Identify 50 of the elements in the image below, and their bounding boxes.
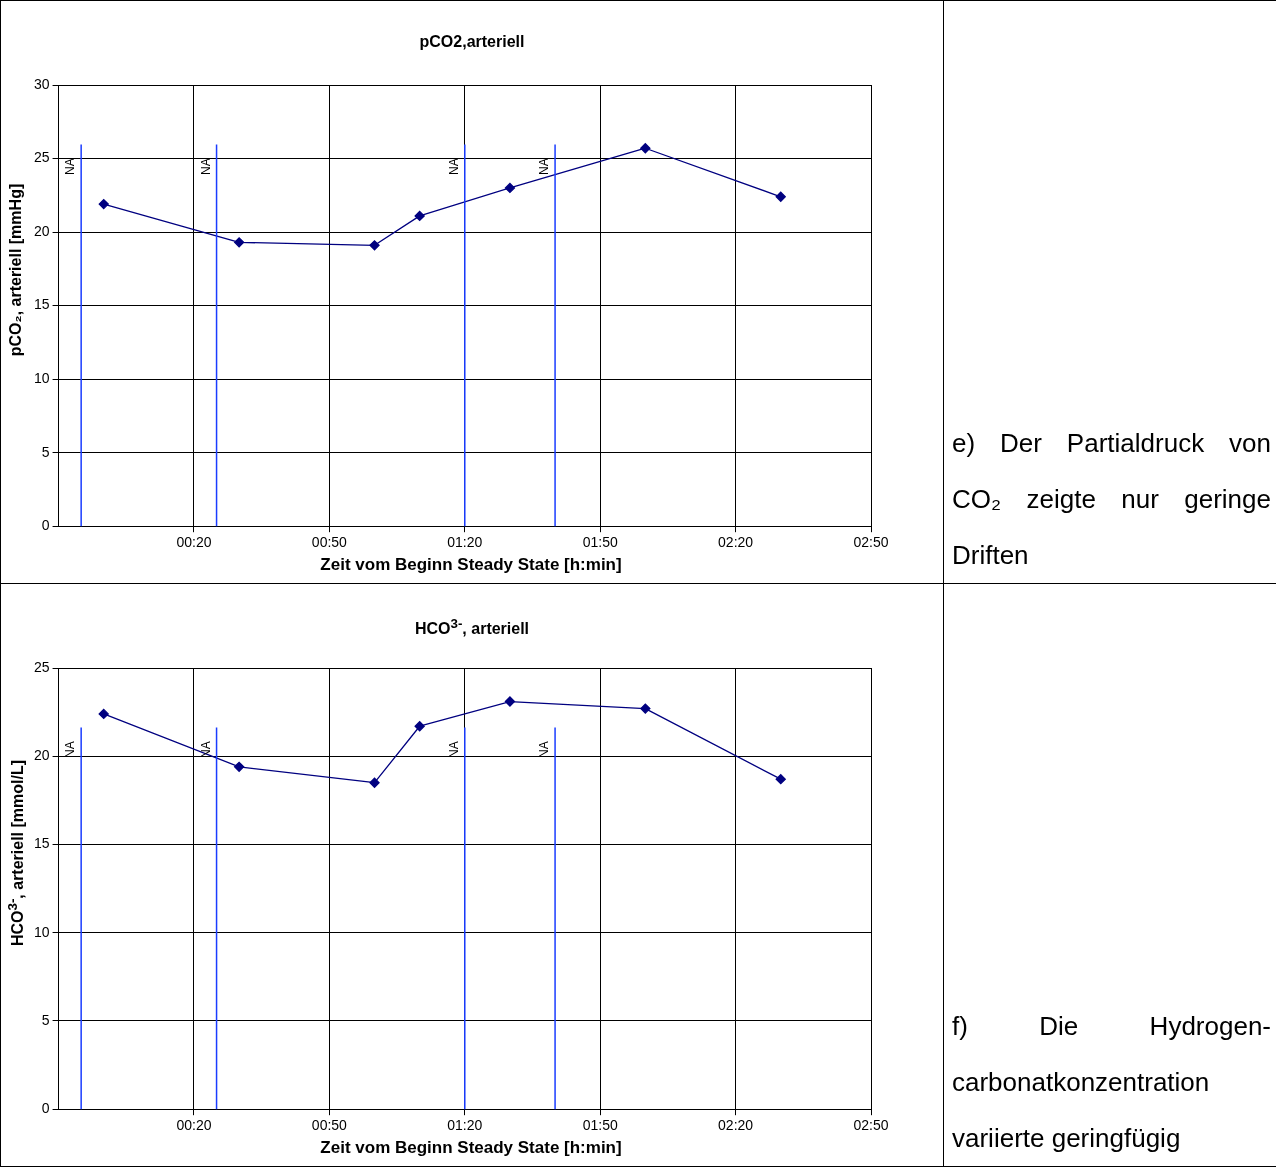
point	[775, 191, 786, 202]
point	[369, 240, 380, 251]
y-tick-label: 25	[33, 658, 50, 675]
x-tick-label: 01:20	[447, 534, 483, 551]
x-tick-label: 02:50	[853, 534, 889, 551]
text: e) Der Partialdruck von CO₂ zeigte nur geringe Driften	[951, 427, 1272, 572]
x-tick-label: 01:20	[447, 1117, 483, 1134]
x-tick-label: 01:50	[582, 534, 618, 551]
ref-line-label: NA	[63, 158, 78, 175]
point	[233, 761, 245, 772]
y-tick-label: 0	[41, 517, 50, 534]
point	[98, 198, 109, 210]
x-axis-title: Zeit vom Beginn Steady State [h:min]	[319, 555, 623, 575]
x-tick-label: 00:20	[176, 1117, 212, 1134]
y-tick-label: 5	[41, 1011, 50, 1028]
y-tick-label: 30	[33, 75, 50, 92]
point	[98, 708, 109, 720]
ref-line-label: NA	[447, 158, 462, 175]
point	[640, 143, 651, 154]
y-tick-label: 10	[33, 369, 50, 386]
x-tick-label: 02:50	[853, 1117, 889, 1134]
y-axis-title: pCO₂, arteriell [mmHg]	[7, 183, 25, 357]
point	[414, 210, 425, 222]
chart-title: pCO2,arteriell	[418, 32, 526, 52]
ref-line-label: NA	[198, 158, 213, 175]
x-tick-label: 02:20	[718, 1117, 754, 1134]
x-axis-title: Zeit vom Beginn Steady State [h:min]	[319, 1138, 623, 1158]
y-tick-label: 10	[33, 923, 50, 940]
y-tick-label: 20	[33, 222, 50, 239]
point	[414, 721, 425, 732]
point	[233, 237, 245, 248]
y-tick-label: 0	[41, 1100, 50, 1117]
chart-title: HCO$^{3-}$, arteriell	[413, 615, 531, 638]
point	[640, 703, 651, 714]
y-tick-label: 15	[33, 296, 50, 313]
y-tick-label: 5	[41, 443, 50, 460]
x-tick-label: 00:50	[311, 534, 348, 551]
ref-line-label: NA	[537, 158, 552, 175]
x-tick-label: 01:50	[582, 1117, 618, 1134]
point	[504, 696, 516, 707]
y-tick-label: 25	[33, 149, 50, 166]
point	[775, 774, 786, 785]
x-tick-label: 02:20	[718, 534, 754, 551]
y-tick-label: 15	[33, 835, 50, 852]
text: f) Die Hydrogen-carbonatkonzentration variierte geringfügig	[951, 1010, 1272, 1155]
point	[369, 777, 380, 788]
x-tick-label: 00:50	[311, 1117, 348, 1134]
y-tick-label: 20	[33, 747, 50, 764]
point	[504, 182, 516, 194]
x-tick-label: 00:20	[176, 534, 212, 551]
